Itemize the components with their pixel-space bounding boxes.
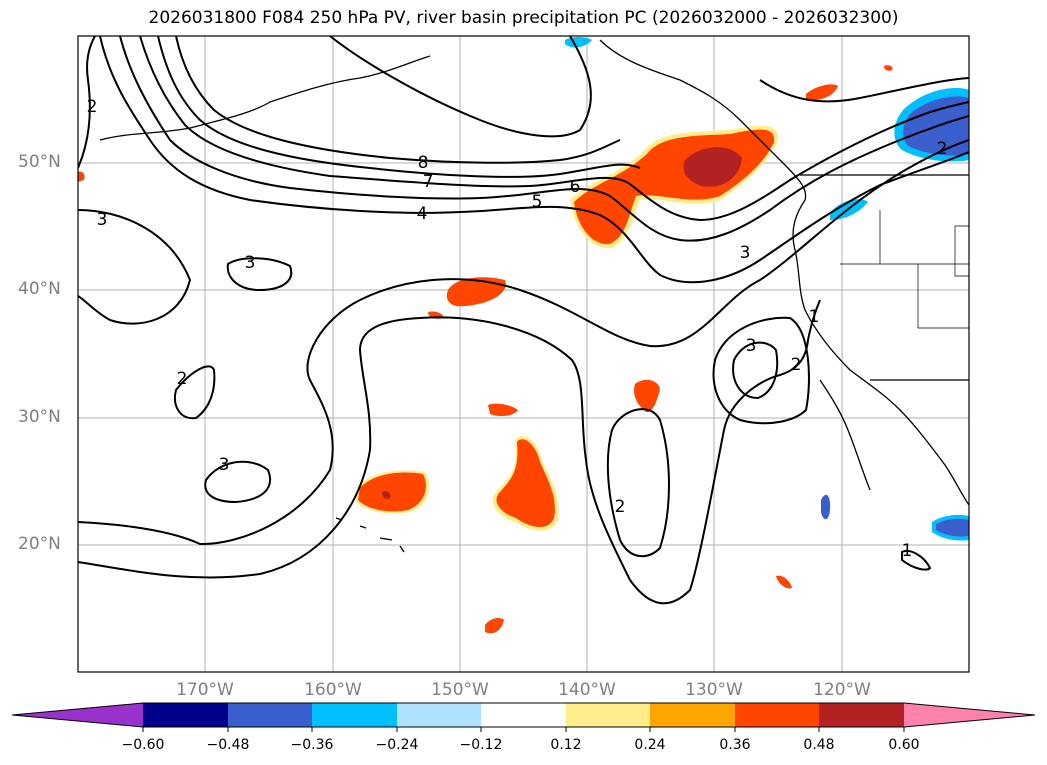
state-borders [840, 210, 969, 329]
contour-label: 3 [97, 210, 108, 230]
lon-label-160w: 160°W [304, 680, 362, 700]
lon-label-130w: 130°W [685, 680, 743, 700]
contour-label: 3 [746, 336, 757, 356]
pos-region-central [496, 439, 555, 528]
colorbar-tick-label: −0.12 [459, 737, 503, 753]
coastlines [99, 39, 969, 553]
contour-1-se [901, 550, 932, 571]
pos-region-pnw-core [683, 147, 742, 187]
lat-label-40n: 40°N [18, 279, 61, 299]
colorbar-bin [397, 703, 481, 727]
colorbar-bin [735, 703, 819, 727]
contour-4 [99, 36, 969, 284]
contour-label: 6 [570, 177, 581, 197]
contour-5 [119, 36, 969, 242]
coastline-hawaii [335, 517, 405, 553]
pos-region-31n [488, 403, 518, 417]
colorbar-tick-label: 0.60 [888, 737, 920, 753]
contour-2-main [78, 299, 821, 605]
lon-label-120w: 120°W [813, 680, 871, 700]
colorbar-tick-label: −0.60 [121, 737, 165, 753]
contour-label: 2 [177, 369, 188, 389]
contour-2-loop [174, 365, 216, 420]
contour-labels: 8 7 6 5 4 3 3 3 3 3 2 2 2 2 2 1 1 [87, 97, 948, 561]
colorbar-tick-label: −0.24 [375, 737, 419, 753]
pos-region-bc [806, 84, 838, 101]
contour-3-ring [732, 341, 779, 400]
contour-2-west [78, 36, 96, 169]
colorbar-bin [650, 703, 735, 727]
neg-region-north [565, 37, 592, 48]
lat-label-20n: 20°N [18, 534, 61, 554]
lon-label-140w: 140°W [558, 680, 616, 700]
colorbar-bin [819, 703, 904, 727]
contour-label: 5 [532, 192, 543, 212]
contour-2-north [329, 36, 592, 138]
coastline-aleutians [99, 55, 431, 141]
contour-label: 4 [417, 204, 428, 224]
lon-label-150w: 150°W [431, 680, 489, 700]
colorbar-tick-label: 0.12 [550, 737, 582, 753]
contour-8 [175, 36, 621, 164]
colorbar-tick-label: −0.36 [290, 737, 334, 753]
contour-6 [139, 36, 969, 222]
map-plot-area [78, 36, 969, 672]
contour-3-loop [204, 460, 271, 504]
colorbar-tick-label: 0.36 [719, 737, 751, 753]
coastline-baja [819, 379, 871, 491]
lat-label-50n: 50°N [18, 152, 61, 172]
state-border-box [954, 225, 969, 277]
colorbar-bin [481, 703, 566, 727]
pos-region-hawaii [358, 472, 426, 512]
colorbar-bin [228, 703, 312, 727]
lon-label-170w: 170°W [176, 680, 234, 700]
colorbar-ticks [142, 727, 905, 732]
colorbar-bin [566, 703, 650, 727]
colorbar-bin [312, 703, 397, 727]
contour-label: 2 [87, 97, 98, 117]
colorbar-extend-low [12, 703, 143, 727]
colorbar-tick-label: 0.48 [803, 737, 835, 753]
contour-2-ring [712, 316, 810, 425]
neg-region-se-core [936, 518, 969, 537]
colorbar [11, 702, 1036, 732]
contour-2-loop-south [606, 408, 670, 558]
pos-region-40n [446, 277, 506, 307]
pv-contours [78, 36, 969, 605]
colorbar-tick-label: 0.24 [634, 737, 666, 753]
contour-3-hill [226, 257, 293, 292]
contour-label: 3 [740, 243, 751, 263]
contour-3-west [78, 209, 192, 325]
pos-region-ne-small [884, 65, 893, 71]
contour-label: 1 [809, 307, 820, 327]
lat-label-30n: 30°N [18, 407, 61, 427]
contour-3-main [78, 139, 969, 546]
contour-label: 2 [615, 497, 626, 517]
contour-label: 3 [245, 253, 256, 273]
pos-region-south [485, 617, 504, 634]
contour-label: 7 [423, 172, 434, 192]
contour-label: 2 [791, 355, 802, 375]
pos-region-hawaii-core [382, 491, 391, 499]
contour-north-east [759, 77, 969, 103]
contour-label: 8 [418, 153, 429, 173]
contour-label: 2 [937, 139, 948, 159]
neg-region-baja [821, 494, 831, 520]
colorbar-bin [143, 703, 228, 727]
map-title: 2026031800 F084 250 hPa PV, river basin … [148, 8, 899, 28]
negative-precip-shading [565, 37, 969, 541]
pos-region-west-edge [78, 171, 85, 182]
contour-label: 3 [219, 455, 230, 475]
contour-label: 1 [902, 541, 913, 561]
contour-7 [157, 36, 641, 178]
colorbar-extend-high [904, 703, 1035, 727]
pos-region-se [776, 575, 792, 589]
coastline-north-america [599, 39, 969, 506]
pos-region-32n [634, 379, 660, 413]
colorbar-tick-label: −0.48 [206, 737, 250, 753]
positive-precip-shading [78, 65, 893, 634]
map-frame [77, 35, 970, 673]
